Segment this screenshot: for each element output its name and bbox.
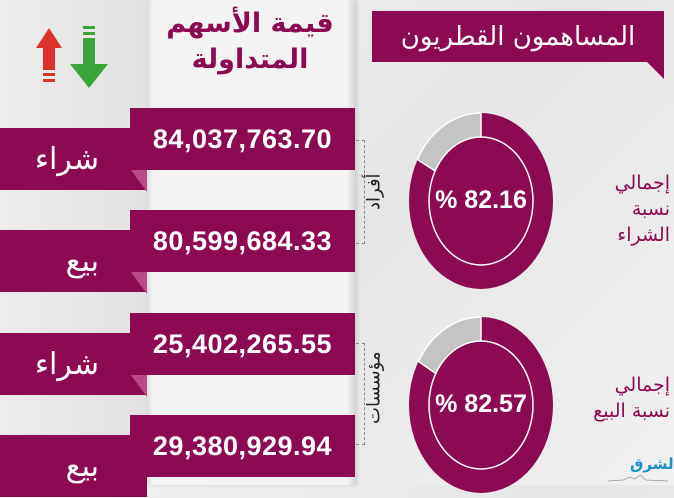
label-institutions-sell: بيع <box>0 435 147 497</box>
fold-decoration <box>131 272 147 294</box>
label-individuals-sell: بيع <box>0 230 147 292</box>
sell-ratio-label: إجمالي نسبة البيع <box>575 372 670 424</box>
sell-ratio-label-line1: إجمالي <box>614 374 670 396</box>
logo-skyline-icon <box>608 474 668 482</box>
value-institutions-sell: 29,380,929.94 <box>130 415 355 477</box>
label-institutions-buy: شراء <box>0 333 147 395</box>
fold-decoration <box>131 375 147 397</box>
sell-ratio-donut: % 82.57 <box>408 316 554 494</box>
value-institutions-buy: 25,402,265.55 <box>130 313 355 375</box>
buy-ratio-label: إجمالي نسبة الشراء <box>575 170 670 248</box>
fold-decoration <box>131 170 147 192</box>
institutions-bracket <box>356 343 365 445</box>
sell-ratio-label-line2: نسبة البيع <box>593 400 670 422</box>
label-individuals-buy: شراء <box>0 128 147 190</box>
group-label-institutions: مؤسسات <box>363 351 385 424</box>
header-tail-decoration <box>647 62 664 79</box>
group-label-individuals: أفراد <box>363 173 385 211</box>
brand-logo: الشرق <box>630 455 674 473</box>
column-title-line2: المتداولة <box>191 44 309 75</box>
column-title-line1: قيمة الأسهم <box>166 8 334 39</box>
page-title: المساهمون القطريون <box>372 11 664 62</box>
donut-chart-buy <box>409 112 553 289</box>
donut-chart-sell <box>409 316 553 493</box>
individuals-bracket <box>356 140 365 244</box>
buy-ratio-value: % 82.16 <box>435 186 527 214</box>
up-down-arrows-icon <box>36 26 108 88</box>
buy-ratio-label-line2: نسبة الشراء <box>617 198 670 246</box>
value-individuals-sell: 80,599,684.33 <box>130 210 355 272</box>
sell-ratio-value: % 82.57 <box>435 390 527 418</box>
buy-ratio-label-line1: إجمالي <box>614 172 670 194</box>
column-title: قيمة الأسهم المتداولة <box>150 6 350 78</box>
buy-ratio-donut: % 82.16 <box>408 112 554 290</box>
value-individuals-buy: 84,037,763.70 <box>130 108 355 170</box>
